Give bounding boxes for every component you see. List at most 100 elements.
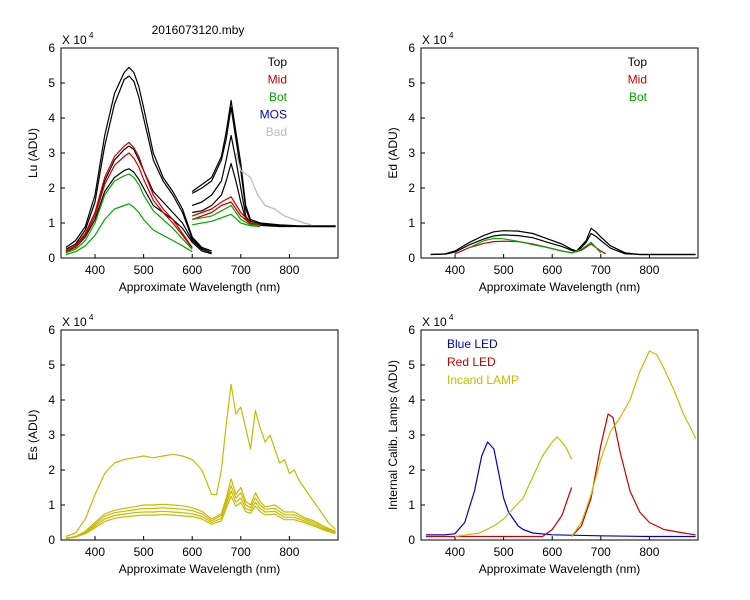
- series-line-es-5: [65, 495, 336, 540]
- series-line-top: [65, 66, 212, 252]
- series-line-es-4: [65, 490, 336, 539]
- series-line-top: [430, 227, 696, 256]
- y-tick-label: 2: [48, 463, 55, 477]
- series-line-red-led: [571, 413, 696, 537]
- series-line-es-3: [65, 485, 336, 539]
- series-line-top-4: [192, 162, 336, 228]
- y-tick-label: 6: [48, 41, 55, 55]
- y-tick-label: 4: [48, 393, 55, 407]
- y-tick-label: 3: [48, 146, 55, 160]
- series-line-top-2: [191, 106, 336, 228]
- series-line-incand-lamp: [454, 436, 573, 538]
- x-tick-label: 400: [85, 263, 105, 277]
- y-tick-label: 3: [408, 428, 415, 442]
- legend: Top Mid Bot: [628, 55, 648, 104]
- x-tick-label: 400: [445, 263, 465, 277]
- x-tick-label: 800: [639, 263, 659, 277]
- legend-entry: Bot: [269, 90, 288, 104]
- x-axis-label: Approximate Wavelength (nm): [479, 280, 641, 294]
- y-tick-label: 0: [48, 251, 55, 265]
- series-line-bot: [469, 237, 602, 254]
- x-tick-label: 700: [591, 545, 611, 559]
- legend-entry: Mid: [268, 73, 287, 87]
- legend-entry: Blue LED: [447, 337, 498, 351]
- series-line-mid: [65, 141, 193, 252]
- series-group: [425, 350, 697, 538]
- y-multiplier: X 10: [422, 33, 447, 47]
- y-tick-label: 1: [408, 498, 415, 512]
- series-group: [65, 66, 336, 256]
- series-line-top-2: [430, 232, 696, 256]
- y-tick-label: 2: [48, 181, 55, 195]
- x-tick-label: 700: [591, 263, 611, 277]
- y-tick-label: 5: [48, 76, 55, 90]
- y-exponent: 4: [449, 31, 454, 40]
- y-tick-label: 0: [408, 251, 415, 265]
- y-tick-label: 0: [408, 533, 415, 547]
- series-line-es-1: [65, 383, 337, 538]
- y-tick-label: 2: [408, 463, 415, 477]
- x-axis-label: Approximate Wavelength (nm): [479, 562, 641, 576]
- x-tick-label: 500: [134, 263, 154, 277]
- series-line-top-4: [65, 168, 212, 255]
- y-multiplier: X 10: [422, 315, 447, 329]
- legend: Top Mid Bot MOS Bad: [260, 55, 288, 139]
- x-axis-label: Approximate Wavelength (nm): [119, 562, 281, 576]
- y-exponent: 4: [89, 31, 94, 40]
- y-tick-label: 1: [408, 216, 415, 230]
- x-tick-label: 600: [182, 545, 202, 559]
- x-tick-label: 600: [182, 263, 202, 277]
- y-tick-label: 3: [48, 428, 55, 442]
- series-line-es-2: [65, 478, 336, 539]
- series-line-bot-2: [65, 203, 193, 256]
- x-axis-label: Approximate Wavelength (nm): [119, 280, 281, 294]
- legend-entry: Bad: [266, 125, 287, 139]
- x-tick-label: 500: [494, 545, 514, 559]
- x-tick-label: 600: [542, 263, 562, 277]
- series-line-top-2: [65, 75, 212, 252]
- series-line-mid-2: [65, 152, 193, 253]
- series-line-mid: [191, 196, 261, 226]
- legend-entry: Top: [628, 55, 648, 69]
- x-tick-label: 400: [85, 545, 105, 559]
- series-line-red-led: [425, 487, 573, 538]
- y-tick-label: 0: [48, 533, 55, 547]
- y-tick-label: 3: [408, 146, 415, 160]
- series-line-bot-2: [192, 213, 261, 228]
- legend-entry: Red LED: [447, 355, 496, 369]
- x-tick-label: 800: [279, 545, 299, 559]
- series-group: [65, 383, 337, 540]
- legend: Blue LED Red LED Incand LAMP: [447, 337, 519, 387]
- legend-entry: MOS: [260, 108, 287, 122]
- x-tick-label: 700: [231, 545, 251, 559]
- y-exponent: 4: [449, 313, 454, 322]
- y-tick-label: 1: [48, 216, 55, 230]
- y-axis-label: Lu (ADU): [26, 128, 40, 178]
- series-line-bot: [65, 173, 193, 254]
- legend-entry: Top: [268, 55, 288, 69]
- legend-entry: Bot: [629, 90, 648, 104]
- y-tick-label: 5: [408, 76, 415, 90]
- figure-title: 2016073120.mby: [152, 23, 245, 37]
- y-tick-label: 5: [48, 358, 55, 372]
- y-axis-label: Ed (ADU): [386, 127, 400, 178]
- x-tick-label: 700: [231, 263, 251, 277]
- x-tick-label: 800: [279, 263, 299, 277]
- x-tick-label: 500: [494, 263, 514, 277]
- series-line-top-3: [191, 134, 336, 228]
- y-exponent: 4: [89, 313, 94, 322]
- plot-frame: [60, 329, 339, 541]
- series-group: [430, 227, 696, 256]
- legend-entry: Mid: [628, 73, 647, 87]
- y-tick-label: 1: [48, 498, 55, 512]
- y-tick-label: 4: [48, 111, 55, 125]
- y-multiplier: X 10: [62, 315, 87, 329]
- y-multiplier: X 10: [62, 33, 87, 47]
- series-line-bot: [192, 204, 261, 227]
